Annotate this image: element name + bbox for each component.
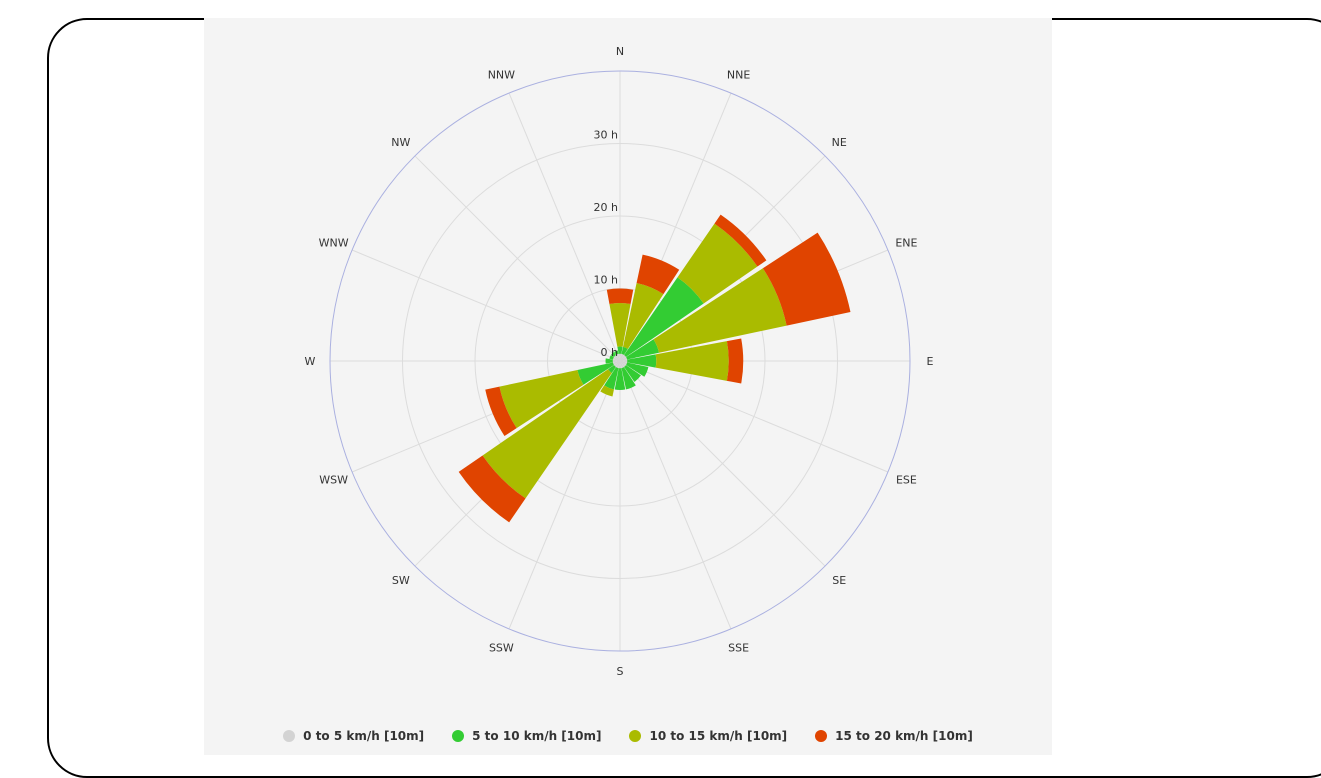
legend-dot — [815, 730, 828, 742]
bar-sw-series-4[interactable] — [458, 455, 526, 523]
grid-ring — [402, 143, 838, 579]
bar-nw-series-1[interactable] — [614, 355, 620, 361]
bar-nne-series-2[interactable] — [621, 346, 628, 355]
bar-w-series-2[interactable] — [605, 358, 613, 364]
bar-nnw-series-2[interactable] — [614, 350, 619, 355]
legend-label: 15 to 20 km/h [10m] — [835, 729, 973, 743]
bar-ene-series-4[interactable] — [762, 232, 851, 326]
legend-item-3[interactable]: 10 to 15 km/h [10m] — [629, 729, 787, 743]
legend-dot — [629, 730, 642, 742]
bar-n-series-4[interactable] — [606, 288, 634, 304]
direction-label-se: SE — [832, 574, 846, 587]
bar-se-series-2[interactable] — [624, 365, 641, 382]
legend-label: 10 to 15 km/h [10m] — [649, 729, 788, 743]
bar-e-series-2[interactable] — [627, 354, 657, 368]
direction-label-s: S — [617, 665, 624, 678]
bar-se-series-1[interactable] — [620, 361, 626, 367]
ring-label: 30 h — [594, 129, 618, 142]
direction-label-sw: SW — [392, 574, 410, 587]
direction-label-wsw: WSW — [319, 474, 348, 487]
bar-ssw-series-3[interactable] — [600, 385, 614, 397]
bar-nnw-series-1[interactable] — [616, 353, 620, 361]
legend: 0 to 5 km/h [10m] 5 to 10 km/h [10m] 10 to… — [204, 723, 1052, 749]
bar-e-series-1[interactable] — [620, 359, 628, 363]
bar-ssw-series-2[interactable] — [604, 367, 619, 390]
direction-label-ese: ESE — [896, 474, 917, 487]
direction-label-nne: NNE — [727, 69, 750, 82]
legend-dot — [283, 730, 296, 742]
bar-s-series-2[interactable] — [614, 368, 626, 391]
bar-wnw-series-1[interactable] — [612, 357, 620, 361]
bar-nne-series-1[interactable] — [620, 353, 624, 361]
bar-sw-series-1[interactable] — [614, 361, 620, 367]
ring-labels: 0 h 10 h 20 h 30 h — [594, 129, 618, 360]
direction-label-n: N — [616, 45, 624, 58]
legend-item-4[interactable]: 15 to 20 km/h [10m] — [815, 729, 973, 743]
bar-sw-series-2[interactable] — [608, 365, 616, 373]
bar-ssw-series-1[interactable] — [616, 361, 620, 369]
bar-sw-series-3[interactable] — [482, 369, 612, 499]
direction-label-ne: NE — [832, 136, 847, 149]
direction-label-ssw: SSW — [489, 641, 514, 654]
legend-label: 5 to 10 km/h [10m] — [472, 729, 602, 743]
bar-wsw-series-2[interactable] — [577, 362, 614, 385]
ring-label: 20 h — [594, 201, 618, 214]
bar-ese-series-2[interactable] — [626, 362, 649, 377]
bar-ene-series-2[interactable] — [626, 339, 660, 360]
bar-wsw-series-3[interactable] — [499, 370, 584, 429]
bar-wsw-series-1[interactable] — [612, 361, 620, 365]
bar-e-series-3[interactable] — [655, 341, 729, 381]
bar-n-series-1[interactable] — [618, 353, 622, 361]
bar-ne-series-4[interactable] — [714, 214, 767, 267]
ring-label: 0 h — [601, 346, 618, 359]
direction-label-sse: SSE — [728, 641, 749, 654]
bar-wnw-series-2[interactable] — [609, 355, 614, 360]
bar-ne-series-3[interactable] — [677, 223, 758, 304]
bar-n-series-3[interactable] — [609, 303, 631, 347]
direction-label-nw: NW — [391, 136, 410, 149]
bar-n-series-2[interactable] — [617, 346, 623, 354]
bar-ene-series-3[interactable] — [653, 268, 787, 353]
legend-item-2[interactable]: 5 to 10 km/h [10m] — [452, 729, 601, 743]
direction-label-w: W — [305, 355, 316, 368]
ring-label: 10 h — [594, 274, 618, 287]
bar-ese-series-1[interactable] — [620, 361, 628, 365]
bar-nw-series-2[interactable] — [611, 352, 616, 357]
bar-s-series-1[interactable] — [618, 361, 622, 369]
legend-label: 0 to 5 km/h [10m] — [303, 729, 425, 743]
direction-label-ene: ENE — [895, 236, 917, 249]
bar-wsw-series-4[interactable] — [485, 386, 517, 437]
wind-rose-chart: 0 h 10 h 20 h 30 h N NNE NE ENE E ESE SE SSE S SSW SW… — [305, 45, 934, 678]
direction-label-nnw: NNW — [488, 69, 515, 82]
direction-label-e: E — [927, 355, 934, 368]
bar-ene-series-1[interactable] — [620, 357, 628, 361]
bar-nne-series-3[interactable] — [623, 282, 664, 349]
bar-e-series-4[interactable] — [726, 338, 744, 384]
direction-labels: N NNE NE ENE E ESE SE SSE S SSW SW WSW W WNW NW NNW — [305, 45, 934, 678]
bar-ne-series-1[interactable] — [620, 355, 626, 361]
bars — [458, 214, 851, 523]
outer-ring — [329, 70, 911, 652]
chart-panel: 0 h 10 h 20 h 30 h N NNE NE ENE E ESE SE SSE S SSW SW… — [204, 18, 1052, 755]
bar-sse-series-2[interactable] — [621, 367, 636, 390]
legend-item-1[interactable]: 0 to 5 km/h [10m] — [283, 729, 424, 743]
bar-ne-series-2[interactable] — [624, 277, 704, 357]
bar-nne-series-4[interactable] — [636, 254, 680, 295]
bar-sse-series-1[interactable] — [620, 361, 624, 369]
grid-ring — [474, 215, 766, 507]
legend-dot — [452, 730, 465, 742]
direction-label-wnw: WNW — [319, 236, 349, 249]
bar-w-series-1[interactable] — [612, 359, 620, 363]
